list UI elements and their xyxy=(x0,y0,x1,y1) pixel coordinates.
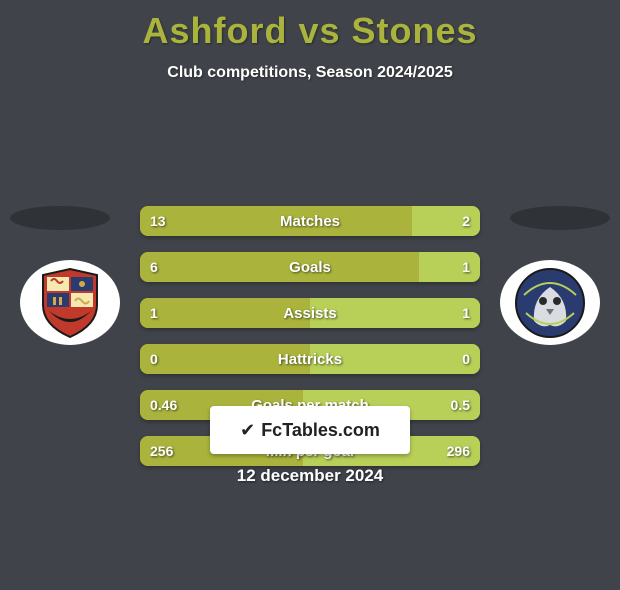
stat-bar-left-segment xyxy=(140,206,412,236)
page-subtitle: Club competitions, Season 2024/2025 xyxy=(0,64,620,82)
watermark-check-icon: ✔ xyxy=(240,420,255,441)
stat-bar-left-segment xyxy=(140,344,310,374)
stat-bar-row: Matches132 xyxy=(140,206,480,236)
stat-bar-right-segment xyxy=(310,298,480,328)
watermark-badge: ✔ FcTables.com xyxy=(210,406,410,454)
stat-bar-right-segment xyxy=(419,252,480,282)
left-shadow-ellipse xyxy=(10,206,110,230)
stat-bar-right-segment xyxy=(412,206,480,236)
right-team-crest xyxy=(500,260,600,345)
stat-bar-right-segment xyxy=(310,344,480,374)
ashford-crest-icon xyxy=(35,267,105,339)
left-team-crest xyxy=(20,260,120,345)
stones-crest-icon xyxy=(512,265,588,341)
stat-bar-left-segment xyxy=(140,298,310,328)
watermark-text: FcTables.com xyxy=(261,420,380,441)
stat-bar-row: Goals61 xyxy=(140,252,480,282)
page-title: Ashford vs Stones xyxy=(0,10,620,52)
stat-bar-left-segment xyxy=(140,252,419,282)
stat-bar-row: Hattricks00 xyxy=(140,344,480,374)
footer-date: 12 december 2024 xyxy=(0,466,620,486)
stat-bar-row: Assists11 xyxy=(140,298,480,328)
right-shadow-ellipse xyxy=(510,206,610,230)
